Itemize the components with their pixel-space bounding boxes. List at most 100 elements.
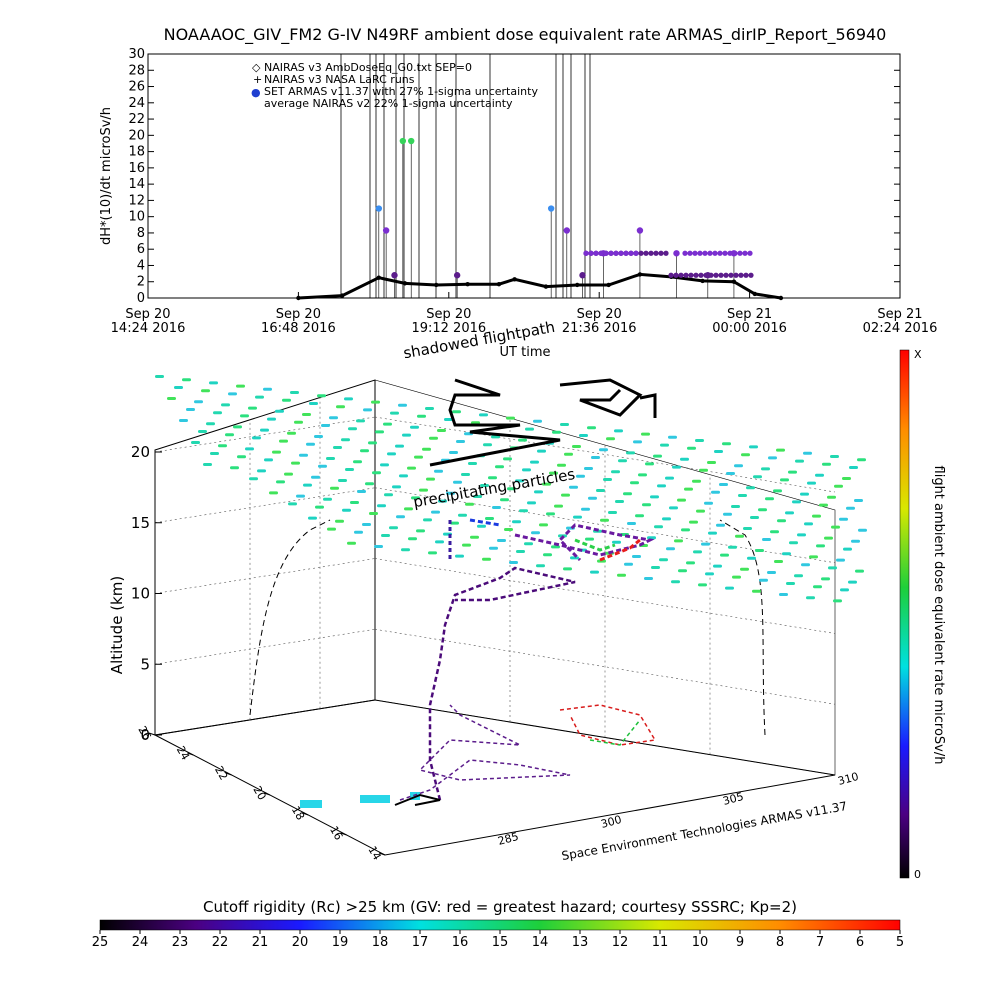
cutoff-rigidity-ticks: 25 24 23 22 21 20 19 18 17 16 15 14 13 12 11 10 9 8 7 6 5 bbox=[92, 930, 904, 950]
particle-mark bbox=[422, 447, 431, 451]
particle-mark bbox=[611, 470, 620, 474]
armas-point bbox=[697, 250, 703, 256]
particle-mark bbox=[299, 453, 308, 457]
armas-point bbox=[678, 272, 684, 278]
flightpath-floor-shadow bbox=[399, 704, 571, 801]
particle-mark bbox=[827, 495, 836, 499]
cutoff-tick-label: 21 bbox=[252, 935, 269, 950]
particle-mark bbox=[626, 451, 635, 455]
armas-point bbox=[636, 227, 644, 234]
cutoff-tick-label: 25 bbox=[92, 935, 109, 950]
particle-mark bbox=[531, 531, 540, 535]
particle-mark bbox=[470, 535, 479, 539]
particle-mark bbox=[230, 466, 239, 470]
particle-mark bbox=[843, 547, 852, 551]
particle-mark bbox=[657, 484, 666, 488]
particle-mark bbox=[387, 452, 396, 456]
particle-mark bbox=[279, 439, 288, 443]
legend-marker-armas: ● bbox=[251, 86, 261, 99]
y-tick-label: 8 bbox=[137, 226, 145, 241]
particle-mark bbox=[801, 563, 810, 567]
particle-mark bbox=[488, 476, 497, 480]
particle-mark bbox=[815, 473, 824, 477]
particle-mark bbox=[428, 551, 437, 555]
z-tick-label: 20 bbox=[131, 443, 150, 461]
legend-marker-nairas-g0: ◇ bbox=[252, 61, 261, 74]
particle-mark bbox=[746, 486, 755, 490]
flightpath-ascent bbox=[428, 566, 576, 801]
particle-mark bbox=[762, 538, 771, 541]
y-tick-label: 30 bbox=[128, 47, 145, 62]
particle-mark bbox=[363, 408, 372, 412]
particle-mark bbox=[701, 542, 710, 546]
particle-mark bbox=[699, 468, 708, 472]
armas-point bbox=[687, 250, 693, 256]
particle-mark bbox=[206, 422, 215, 426]
particle-mark bbox=[671, 580, 680, 584]
particle-mark bbox=[806, 596, 815, 600]
armas-point bbox=[663, 250, 669, 256]
particle-mark bbox=[725, 586, 734, 590]
particle-mark bbox=[444, 418, 453, 421]
particle-mark bbox=[347, 541, 356, 545]
particle-mark bbox=[585, 537, 594, 541]
particle-mark bbox=[483, 443, 492, 447]
y-tick-label: 22 bbox=[128, 112, 145, 127]
particle-mark bbox=[503, 457, 512, 461]
x-tick-label-date: Sep 20 bbox=[276, 307, 321, 322]
particle-mark bbox=[627, 522, 636, 525]
particle-mark bbox=[693, 550, 702, 554]
front-floor-tick-label: 285 bbox=[496, 830, 520, 848]
nairas-point bbox=[512, 277, 517, 282]
legend-label-nairas-g0: NAIRAS v3 AmbDoseEq_G0.txt SEP=0 bbox=[264, 61, 472, 74]
armas-point bbox=[682, 250, 688, 256]
particle-mark bbox=[635, 514, 644, 518]
particle-mark bbox=[692, 479, 701, 483]
armas-point bbox=[583, 250, 589, 256]
flightpath-segment-upper bbox=[514, 523, 655, 562]
left-floor-tick-label: 18 bbox=[289, 804, 307, 823]
particle-mark bbox=[747, 556, 756, 560]
particle-mark bbox=[291, 461, 300, 465]
particle-mark bbox=[419, 488, 428, 492]
cutoff-tick-label: 9 bbox=[736, 935, 744, 950]
particle-mark bbox=[584, 467, 593, 470]
particle-mark bbox=[831, 525, 840, 529]
y-tick-label: 26 bbox=[128, 80, 145, 95]
particle-mark bbox=[408, 537, 417, 541]
cutoff-tick-label: 20 bbox=[292, 935, 309, 950]
dose-colorbar: X 0 flight ambient dose equivalent rate … bbox=[899, 348, 946, 881]
flightpath-shadow-upper-east bbox=[639, 393, 657, 418]
armas-point bbox=[748, 272, 754, 278]
y-tick-label: 4 bbox=[137, 258, 145, 273]
particle-mark bbox=[429, 436, 438, 440]
particle-mark bbox=[371, 400, 380, 404]
left-floor-tick-label: 20 bbox=[250, 784, 268, 803]
particle-mark bbox=[632, 555, 641, 558]
armas-point bbox=[658, 250, 664, 256]
nairas-point bbox=[296, 295, 301, 301]
x-tick-label-date: Sep 20 bbox=[125, 307, 170, 322]
particle-mark bbox=[179, 419, 188, 422]
particle-mark bbox=[678, 569, 687, 573]
particle-field bbox=[155, 375, 867, 808]
particle-mark bbox=[705, 572, 714, 576]
particle-mark bbox=[269, 491, 278, 495]
particle-mark bbox=[381, 534, 390, 537]
particle-mark bbox=[695, 439, 704, 442]
particle-mark bbox=[249, 477, 258, 481]
cutoff-tick-label: 16 bbox=[452, 935, 469, 950]
particle-mark bbox=[350, 501, 359, 504]
particle-mark bbox=[749, 445, 758, 449]
nairas-point bbox=[496, 281, 502, 287]
particle-mark bbox=[497, 539, 506, 542]
particle-mark bbox=[396, 515, 405, 519]
particle-mark bbox=[789, 541, 798, 545]
left-floor-tick-label: 24 bbox=[174, 744, 192, 763]
particle-mark bbox=[317, 394, 326, 398]
nairas-point bbox=[465, 281, 470, 287]
particle-mark bbox=[509, 561, 518, 564]
armas-point bbox=[718, 272, 724, 278]
flightpath bbox=[394, 378, 657, 806]
